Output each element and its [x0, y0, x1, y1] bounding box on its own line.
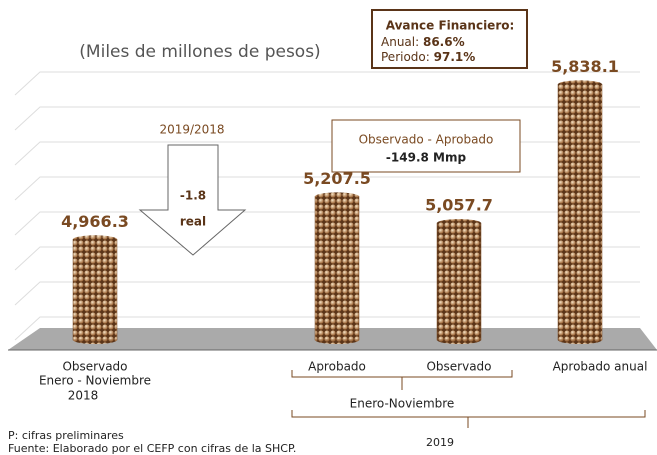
- annual-label: Anual:: [381, 35, 419, 49]
- period-value: 97.1%: [434, 50, 476, 64]
- change-unit: real: [180, 215, 206, 229]
- note: Fuente: Elaborado por el CEFP con cifras…: [8, 442, 296, 455]
- subtitle: (Miles de millones de pesos): [79, 42, 320, 62]
- change-label: 2019/2018: [159, 123, 224, 137]
- bar-top: [558, 80, 602, 89]
- financial-title: Avance Financiero:: [386, 19, 515, 33]
- value-label: 5,057.7: [425, 196, 493, 215]
- group-label: Enero-Noviembre: [350, 397, 455, 411]
- bar: [72, 239, 118, 341]
- annual-value: 86.6%: [423, 35, 465, 49]
- grid: [14, 71, 640, 341]
- group-label: 2019: [426, 436, 454, 449]
- difference-label: Observado - Aprobado: [359, 133, 494, 147]
- group-label: 2018: [68, 389, 99, 403]
- bar: [314, 196, 360, 341]
- value-label: 5,838.1: [551, 57, 619, 76]
- x-tick-label: Aprobado: [308, 360, 366, 374]
- x-tick-label: Aprobado anual: [553, 360, 648, 374]
- period: Periodo: 97.1%: [381, 50, 475, 64]
- note: P: cifras preliminares: [8, 429, 124, 442]
- brace: [291, 370, 646, 428]
- financial-box: [371, 9, 528, 69]
- bar: [557, 84, 603, 341]
- x-tick-label: Observado: [426, 360, 491, 374]
- value-label: 5,207.5: [303, 169, 371, 188]
- annual: Anual: 86.6%: [381, 35, 465, 49]
- bar-top: [315, 192, 359, 201]
- difference-box: [331, 119, 521, 173]
- bar-top: [73, 235, 117, 244]
- bar-top: [437, 219, 481, 228]
- bar: [436, 222, 482, 341]
- group-label: Enero - Noviembre: [39, 374, 151, 388]
- value-label: 4,966.3: [61, 212, 129, 231]
- x-tick-label: Observado: [62, 360, 127, 374]
- change-arrow: [138, 144, 247, 256]
- difference-value: -149.8 Mmp: [386, 151, 467, 165]
- change-value: -1.8: [180, 189, 206, 203]
- period-label: Periodo:: [381, 50, 430, 64]
